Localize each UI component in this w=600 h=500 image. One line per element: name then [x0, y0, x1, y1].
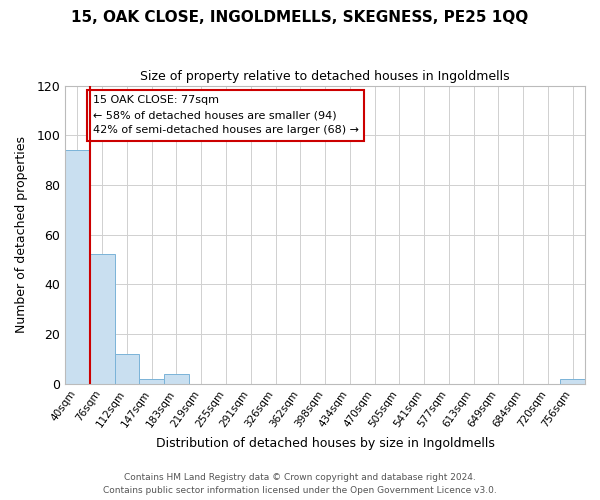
Title: Size of property relative to detached houses in Ingoldmells: Size of property relative to detached ho… [140, 70, 510, 83]
X-axis label: Distribution of detached houses by size in Ingoldmells: Distribution of detached houses by size … [155, 437, 494, 450]
Bar [115, 354, 139, 384]
Bar [90, 254, 115, 384]
Bar [164, 374, 189, 384]
Bar [560, 378, 585, 384]
Text: 15, OAK CLOSE, INGOLDMELLS, SKEGNESS, PE25 1QQ: 15, OAK CLOSE, INGOLDMELLS, SKEGNESS, PE… [71, 10, 529, 25]
Bar [65, 150, 90, 384]
Text: 15 OAK CLOSE: 77sqm
← 58% of detached houses are smaller (94)
42% of semi-detach: 15 OAK CLOSE: 77sqm ← 58% of detached ho… [93, 96, 359, 135]
Text: Contains HM Land Registry data © Crown copyright and database right 2024.
Contai: Contains HM Land Registry data © Crown c… [103, 474, 497, 495]
Y-axis label: Number of detached properties: Number of detached properties [15, 136, 28, 333]
Bar [139, 378, 164, 384]
